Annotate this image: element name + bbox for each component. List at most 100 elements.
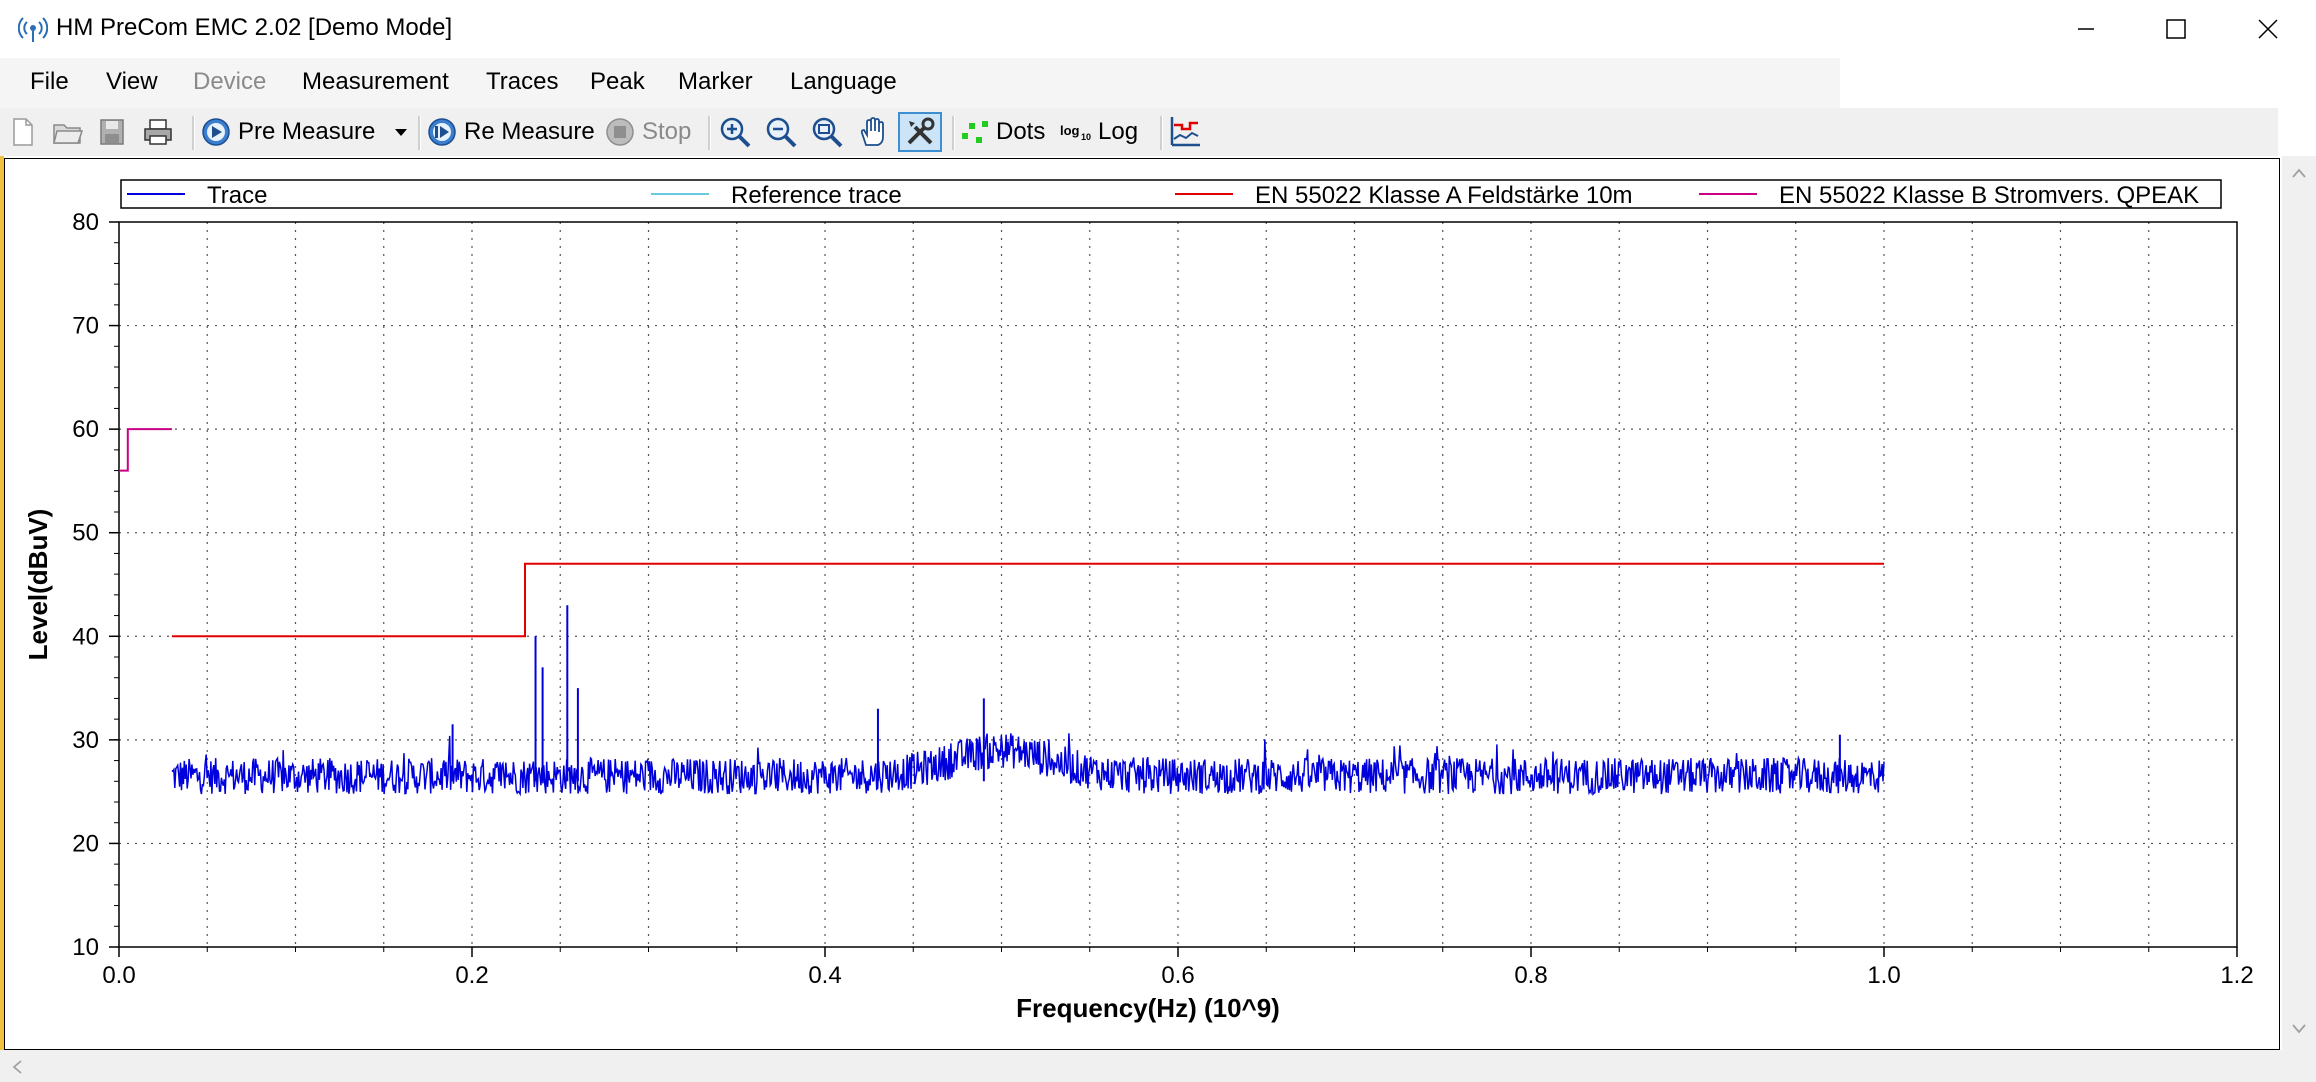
zoom-in-button[interactable] xyxy=(718,112,752,152)
grid xyxy=(119,222,2237,947)
print-button[interactable] xyxy=(142,112,174,152)
save-button[interactable] xyxy=(98,112,126,152)
legend-label: EN 55022 Klasse A Feldstärke 10m xyxy=(1255,182,1633,209)
chart-limit-icon xyxy=(1170,117,1200,147)
legend-item: Reference trace xyxy=(651,182,902,209)
chevron-down-icon xyxy=(395,129,407,136)
x-tick-label: 0.4 xyxy=(808,962,841,989)
zoom-in-icon xyxy=(720,117,751,148)
maximize-button[interactable] xyxy=(2130,0,2222,58)
x-tick-label: 1.2 xyxy=(2220,962,2253,989)
app-icon xyxy=(18,17,48,42)
x-tick-label: 1.0 xyxy=(1867,962,1900,989)
svg-text:10: 10 xyxy=(1081,132,1091,142)
log-label: Log xyxy=(1098,118,1139,145)
y-tick-label: 50 xyxy=(72,520,99,547)
minimize-icon xyxy=(2078,28,2094,30)
limit-line xyxy=(171,562,1884,638)
y-tick-label: 10 xyxy=(72,934,99,961)
chart-panel: 0.0 0.2 0.4 0.6 0.8 1.0 1.2 10 20 30 40 50 60 70 80 Fre… xyxy=(4,158,2280,1050)
re-measure-button[interactable]: Re Measure xyxy=(426,112,595,152)
x-tick-label: 0.6 xyxy=(1161,962,1194,989)
hand-icon xyxy=(860,117,884,146)
menu-peak[interactable]: Peak xyxy=(590,68,645,95)
zoom-out-button[interactable] xyxy=(764,112,798,152)
legend-label: Reference trace xyxy=(731,182,902,209)
menu-bar: File View Device Measurement Traces Peak… xyxy=(0,58,1840,108)
tools-icon xyxy=(907,117,935,145)
toolbar-separator xyxy=(952,116,955,150)
y-tick-label: 70 xyxy=(72,313,99,340)
menu-measurement[interactable]: Measurement xyxy=(302,68,449,95)
menu-marker[interactable]: Marker xyxy=(678,68,753,95)
dots-button[interactable]: Dots xyxy=(960,112,1045,152)
legend-box xyxy=(120,179,2222,209)
legend: Trace Reference trace EN 55022 Klasse A Fe… xyxy=(120,179,2222,209)
y-tick-label: 60 xyxy=(72,416,99,443)
print-icon xyxy=(144,119,172,145)
x-axis-label: Frequency(Hz) (10^9) xyxy=(1016,993,1280,1023)
x-tick-label: 0.8 xyxy=(1514,962,1547,989)
log-button[interactable]: log 10 Log xyxy=(1060,112,1138,152)
menu-bar-empty xyxy=(1840,58,2316,108)
legend-item: EN 55022 Klasse A Feldstärke 10m xyxy=(1175,182,1633,209)
limit-line xyxy=(119,428,172,472)
stop-button[interactable]: Stop xyxy=(604,112,691,152)
scroll-down-icon[interactable] xyxy=(2291,1022,2307,1036)
window-title: HM PreCom EMC 2.02 [Demo Mode] xyxy=(56,14,453,41)
chart-limit-button[interactable] xyxy=(1168,112,1202,152)
close-button[interactable] xyxy=(2222,0,2314,58)
pre-measure-button[interactable]: Pre Measure xyxy=(200,112,375,152)
menu-view[interactable]: View xyxy=(106,68,158,95)
pre-measure-dropdown[interactable] xyxy=(392,112,410,152)
scroll-left-icon[interactable] xyxy=(10,1059,24,1075)
menu-language[interactable]: Language xyxy=(790,68,897,95)
toolbar-separator xyxy=(192,116,195,150)
close-icon xyxy=(2258,19,2278,39)
minimize-button[interactable] xyxy=(2040,0,2132,58)
stop-label: Stop xyxy=(642,118,692,145)
menu-file[interactable]: File xyxy=(30,68,69,95)
toolbar-separator xyxy=(708,116,711,150)
y-tick-label: 30 xyxy=(72,727,99,754)
emc-chart[interactable]: 0.0 0.2 0.4 0.6 0.8 1.0 1.2 10 20 30 40 50 60 70 80 Fre… xyxy=(5,159,2279,1049)
y-tick-label: 40 xyxy=(72,623,99,650)
re-measure-label: Re Measure xyxy=(464,118,595,145)
x-tick-label: 0.0 xyxy=(102,962,135,989)
log-scale-icon: log 10 xyxy=(1060,123,1091,142)
menu-traces[interactable]: Traces xyxy=(486,68,559,95)
y-axis-label: Level(dBuV) xyxy=(23,509,53,661)
svg-text:log: log xyxy=(1060,123,1080,138)
x-tick-label: 0.2 xyxy=(455,962,488,989)
replay-icon xyxy=(428,118,456,146)
trace-line xyxy=(171,733,1885,797)
new-button[interactable] xyxy=(10,112,36,152)
scroll-up-icon[interactable] xyxy=(2291,166,2307,180)
horizontal-scrollbar[interactable] xyxy=(0,1050,2316,1082)
toolbar-separator xyxy=(1160,116,1163,150)
settings-tools-button[interactable] xyxy=(898,112,942,152)
zoom-fit-button[interactable] xyxy=(810,112,844,152)
window-edge xyxy=(0,156,4,1082)
dots-icon xyxy=(962,121,988,143)
pre-measure-label: Pre Measure xyxy=(238,118,376,145)
open-folder-icon xyxy=(53,124,84,144)
stop-icon xyxy=(606,118,634,146)
zoom-fit-icon xyxy=(812,117,843,148)
pan-button[interactable] xyxy=(856,112,890,152)
toolbar-separator xyxy=(418,116,421,150)
vertical-scrollbar[interactable] xyxy=(2282,156,2316,1050)
zoom-out-icon xyxy=(766,117,797,148)
menu-device[interactable]: Device xyxy=(193,68,267,95)
save-icon xyxy=(100,119,124,145)
legend-label: Trace xyxy=(207,182,267,209)
title-bar: HM PreCom EMC 2.02 [Demo Mode] xyxy=(0,0,2316,58)
dots-label: Dots xyxy=(996,118,1046,145)
legend-item: Trace xyxy=(127,182,267,209)
legend-item: EN 55022 Klasse B Stromvers. QPEAK xyxy=(1699,182,2199,209)
open-button[interactable] xyxy=(52,112,84,152)
play-icon xyxy=(202,118,230,146)
legend-label: EN 55022 Klasse B Stromvers. QPEAK xyxy=(1779,182,2199,209)
maximize-icon xyxy=(2166,19,2186,39)
y-tick-label: 80 xyxy=(72,209,99,236)
